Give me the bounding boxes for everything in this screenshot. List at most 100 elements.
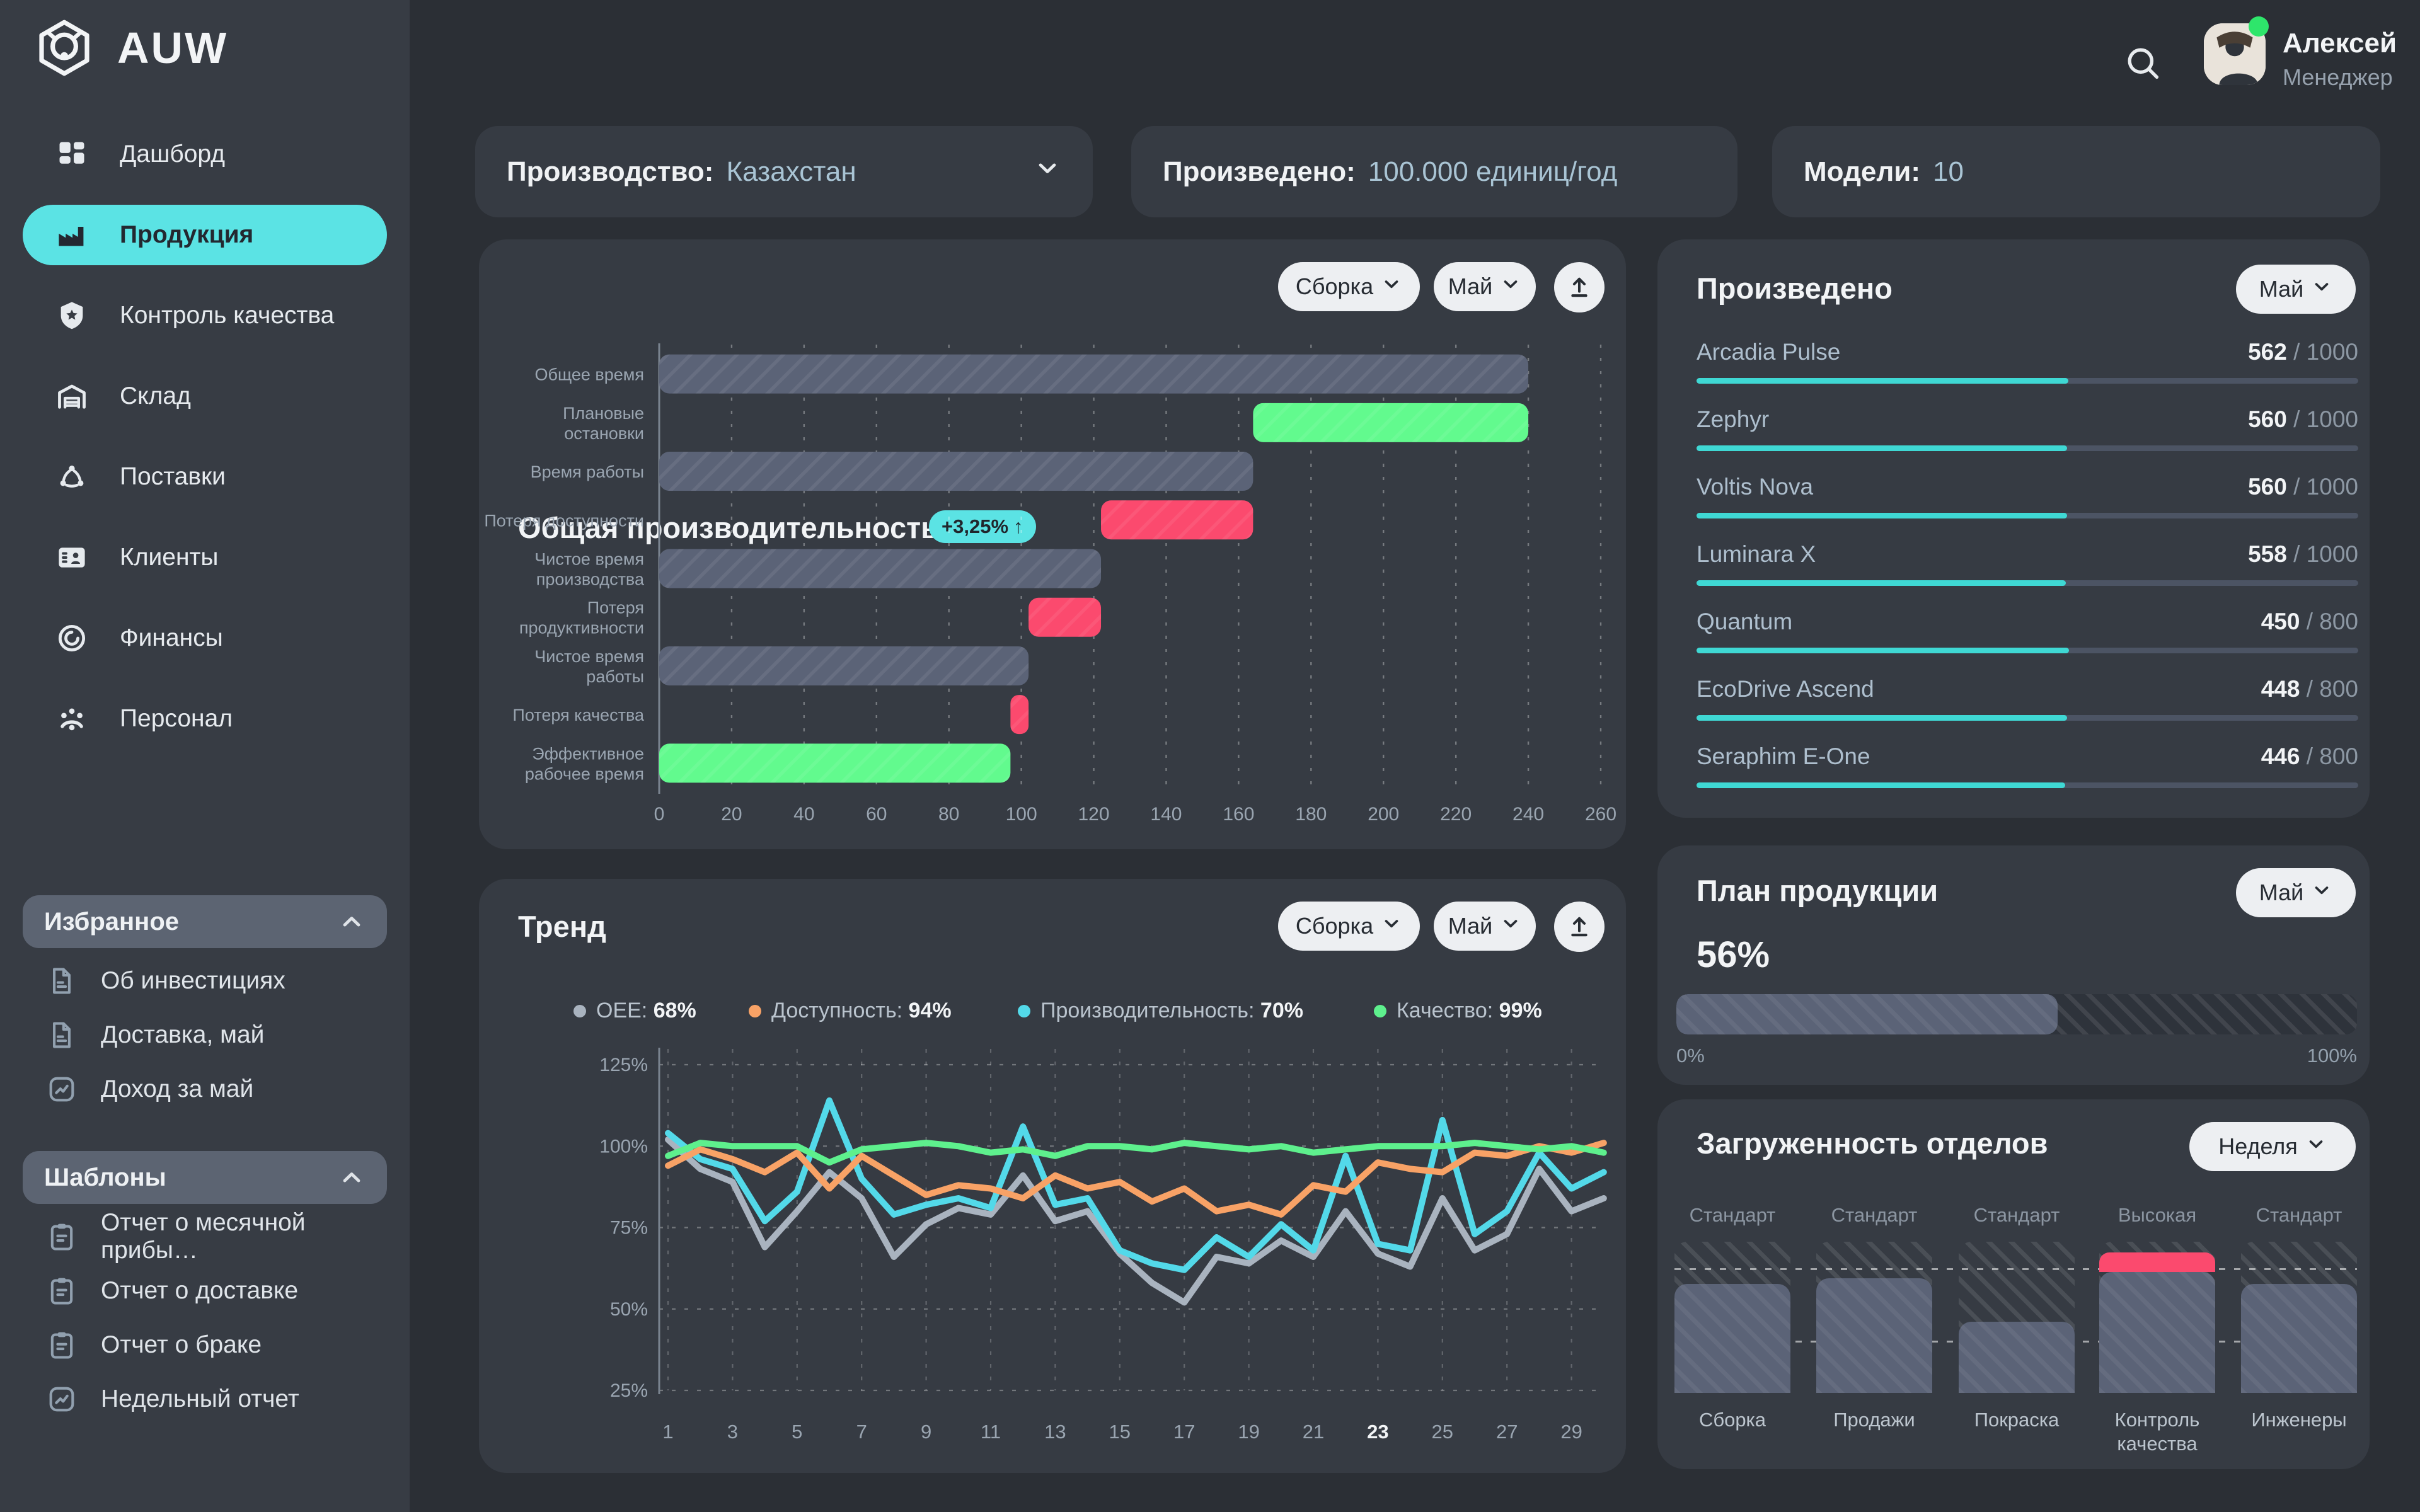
legend-label: OEE: 68% bbox=[596, 999, 696, 1022]
dept-name-label: Продажи bbox=[1833, 1409, 1915, 1431]
templates-item[interactable]: Отчет о доставке bbox=[23, 1264, 387, 1318]
sidebar-item-label: Контроль качества bbox=[120, 302, 335, 329]
svg-text:80: 80 bbox=[938, 804, 959, 825]
svg-text:Плановые: Плановые bbox=[563, 404, 644, 423]
favorites-item[interactable]: Доставка, май bbox=[23, 1008, 387, 1062]
model-progress-track bbox=[1697, 445, 2358, 451]
produced-row: EcoDrive Ascend 448 / 800 bbox=[1697, 676, 2358, 739]
model-name: Seraphim E-One bbox=[1697, 743, 1870, 769]
model-name: EcoDrive Ascend bbox=[1697, 676, 1874, 702]
svg-text:5: 5 bbox=[792, 1421, 802, 1443]
section-header-templates[interactable]: Шаблоны bbox=[23, 1151, 387, 1204]
model-produced-value: 448 / 800 bbox=[2261, 676, 2358, 702]
dept-name-label: Инженеры bbox=[2251, 1409, 2347, 1431]
model-progress-track bbox=[1697, 513, 2358, 518]
sidebar-item-products[interactable]: Продукция bbox=[23, 205, 387, 265]
production-country-dropdown[interactable]: Производство: Казахстан bbox=[475, 126, 1093, 217]
legend-item: OEE: 68% bbox=[573, 999, 696, 1023]
plan-percent-value: 56% bbox=[1697, 934, 1770, 975]
legend-dot bbox=[1018, 1004, 1030, 1017]
coin-icon bbox=[55, 622, 88, 655]
sidebar-item-warehouse[interactable]: Склад bbox=[23, 366, 387, 427]
svg-text:3: 3 bbox=[727, 1421, 738, 1443]
sidebar-item-supplies[interactable]: Поставки bbox=[23, 447, 387, 507]
dept-gridline bbox=[1674, 1268, 2357, 1270]
model-name: Zephyr bbox=[1697, 406, 1770, 432]
legend-item: Качество: 99% bbox=[1374, 999, 1542, 1023]
chart-doc-icon bbox=[45, 1073, 78, 1106]
dept-capacity-column bbox=[2241, 1242, 2357, 1393]
sidebar-item-finance[interactable]: Финансы bbox=[23, 608, 387, 668]
svg-text:40: 40 bbox=[793, 804, 814, 825]
svg-text:100: 100 bbox=[1006, 804, 1037, 825]
favorites-item[interactable]: Доход за май bbox=[23, 1062, 387, 1116]
svg-text:75%: 75% bbox=[610, 1218, 648, 1239]
assembly-filter-dropdown[interactable]: Сборка bbox=[1278, 902, 1420, 951]
svg-text:25%: 25% bbox=[610, 1380, 648, 1401]
model-name: Luminara X bbox=[1697, 541, 1816, 567]
svg-text:остановки: остановки bbox=[564, 424, 644, 443]
chevron-down-icon bbox=[1381, 273, 1402, 301]
templates-item[interactable]: Отчет о месячной прибы… bbox=[23, 1209, 387, 1264]
svg-text:50%: 50% bbox=[610, 1299, 648, 1320]
app-logo[interactable]: AUW bbox=[34, 18, 228, 78]
production-plan-card: План продукции Май 56% 0% 100% bbox=[1657, 845, 2370, 1085]
templates-item[interactable]: Отчет о браке bbox=[23, 1318, 387, 1372]
svg-text:240: 240 bbox=[1512, 804, 1544, 825]
week-filter-dropdown[interactable]: Неделя bbox=[2189, 1122, 2356, 1171]
plan-progress-bar bbox=[1676, 994, 2357, 1034]
upload-icon bbox=[1565, 273, 1593, 301]
month-filter-dropdown[interactable]: Май bbox=[1434, 902, 1536, 951]
supply-network-icon bbox=[55, 461, 88, 493]
month-filter-dropdown[interactable]: Май bbox=[1434, 262, 1536, 311]
people-icon bbox=[55, 702, 88, 735]
svg-text:Потеря доступности: Потеря доступности bbox=[484, 511, 644, 530]
sidebar-item-clients[interactable]: Клиенты bbox=[23, 527, 387, 588]
svg-text:работы: работы bbox=[586, 667, 644, 686]
svg-text:19: 19 bbox=[1238, 1421, 1259, 1443]
model-progress-track bbox=[1697, 580, 2358, 586]
produced-row: Luminara X 558 / 1000 bbox=[1697, 541, 2358, 604]
document-icon bbox=[45, 965, 78, 997]
plan-progress-fill bbox=[1676, 994, 2058, 1034]
export-button[interactable] bbox=[1554, 262, 1605, 312]
templates-item[interactable]: Недельный отчет bbox=[23, 1372, 387, 1426]
user-name: Алексей bbox=[2283, 28, 2397, 59]
model-progress-fill bbox=[1697, 648, 2069, 653]
card-title: План продукции bbox=[1697, 874, 1939, 907]
favorites-item[interactable]: Об инвестициях bbox=[23, 954, 387, 1008]
svg-text:15: 15 bbox=[1109, 1421, 1131, 1443]
chevron-down-icon bbox=[1500, 913, 1521, 940]
model-name: Voltis Nova bbox=[1697, 474, 1814, 500]
sidebar-item-staff[interactable]: Персонал bbox=[23, 689, 387, 749]
chip-value: Казахстан bbox=[726, 156, 856, 187]
model-progress-fill bbox=[1697, 378, 2069, 384]
sidebar-item-quality-control[interactable]: Контроль качества bbox=[23, 285, 387, 346]
plan-scale-max: 100% bbox=[2307, 1045, 2357, 1067]
search-icon[interactable] bbox=[2123, 43, 2163, 83]
legend-label: Доступность: 94% bbox=[771, 999, 952, 1022]
svg-text:17: 17 bbox=[1173, 1421, 1195, 1443]
model-progress-track bbox=[1697, 782, 2358, 788]
chip-value: 10 bbox=[1933, 156, 1964, 187]
dept-overload-cap bbox=[2099, 1252, 2215, 1272]
export-button[interactable] bbox=[1554, 902, 1605, 952]
dept-capacity-column bbox=[1674, 1242, 1790, 1393]
assembly-filter-dropdown[interactable]: Сборка bbox=[1278, 262, 1420, 311]
pill-label: Сборка bbox=[1295, 913, 1374, 939]
dept-name-label: Покраска bbox=[1974, 1409, 2060, 1431]
month-filter-dropdown[interactable]: Май bbox=[2236, 265, 2356, 314]
section-header-favorites[interactable]: Избранное bbox=[23, 895, 387, 948]
dept-status-label: Стандарт bbox=[1973, 1204, 2060, 1226]
svg-text:13: 13 bbox=[1044, 1421, 1066, 1443]
model-progress-track bbox=[1697, 378, 2358, 384]
list-item-label: Доход за май bbox=[101, 1075, 254, 1102]
svg-text:Чистое время: Чистое время bbox=[534, 647, 644, 666]
dept-status-label: Высокая bbox=[2118, 1204, 2197, 1226]
chip-value: 100.000 единиц/год bbox=[1368, 156, 1618, 187]
model-progress-fill bbox=[1697, 580, 2066, 586]
user-role: Менеджер bbox=[2283, 64, 2393, 90]
month-filter-dropdown[interactable]: Май bbox=[2236, 868, 2356, 917]
sidebar-item-dashboard[interactable]: Дашборд bbox=[23, 124, 387, 185]
